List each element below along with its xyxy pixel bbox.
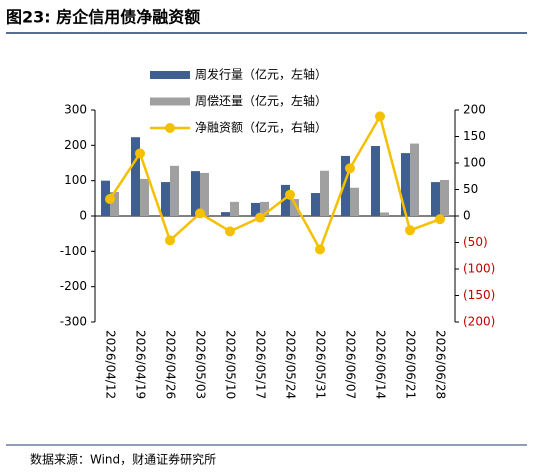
bar (131, 137, 140, 216)
bar (161, 182, 170, 216)
line (108, 113, 441, 253)
point (315, 244, 325, 255)
legend-label: 周发行量（亿元，左轴） (195, 67, 327, 82)
x-tick-label: 2026/05/03 (194, 330, 208, 399)
bar (260, 201, 269, 216)
bar (221, 212, 230, 216)
x-tick-label: 2026/05/10 (224, 330, 238, 399)
legend-label: 净融资额（亿元，右轴） (195, 120, 327, 135)
bar (251, 202, 260, 216)
x-tick-label: 2026/04/19 (134, 330, 148, 399)
y-tick-label: 200 (64, 138, 87, 152)
x-tick-label: 2026/06/21 (404, 330, 418, 399)
legend-swatch (165, 123, 175, 133)
bar (281, 184, 290, 216)
bar (440, 179, 449, 216)
bar (380, 212, 389, 216)
y-tick-label: 0 (79, 209, 87, 223)
point (375, 111, 385, 122)
point (405, 225, 415, 236)
y-tick-label: 300 (64, 103, 87, 117)
y-tick-label: -200 (60, 279, 87, 293)
legend-label: 周偿还量（亿元，左轴） (195, 93, 327, 108)
x-tick-label: 2026/05/24 (284, 330, 298, 399)
y2-tick-label: (50) (463, 235, 488, 249)
bar (431, 182, 440, 216)
x-tick-label: 2026/06/07 (344, 330, 358, 399)
bar (230, 201, 239, 216)
y-tick-label: -300 (60, 315, 87, 329)
point (255, 212, 265, 223)
point (165, 235, 175, 246)
bar (311, 193, 320, 216)
y-tick-label: 100 (64, 173, 87, 187)
bar (140, 178, 149, 216)
bar (341, 155, 350, 216)
x-tick-label: 2026/05/17 (254, 330, 268, 399)
y2-tick-label: 200 (463, 103, 486, 117)
bar (350, 187, 359, 216)
y2-tick-label: 50 (463, 182, 478, 196)
point (435, 214, 445, 225)
x-tick-label: 2026/06/14 (374, 330, 388, 399)
x-tick-label: 2026/04/12 (104, 330, 118, 399)
bar (200, 172, 209, 216)
bar (110, 191, 119, 216)
bar (371, 146, 380, 216)
point (225, 226, 235, 237)
x-tick-label: 2026/05/31 (314, 330, 328, 399)
source: 数据来源：Wind，财通证券研究所 (30, 452, 216, 467)
y2-tick-label: (200) (463, 315, 495, 329)
legend-swatch (150, 71, 190, 79)
y2-tick-label: 150 (463, 129, 486, 143)
y2-tick-label: (100) (463, 262, 495, 276)
bar (191, 171, 200, 216)
point (285, 189, 295, 200)
bar (290, 199, 299, 216)
y2-tick-label: 100 (463, 156, 486, 170)
x-tick-label: 2026/04/26 (164, 330, 178, 399)
legend-swatch (150, 97, 190, 106)
point (135, 148, 145, 159)
point (195, 208, 205, 219)
y2-tick-label: (150) (463, 288, 495, 302)
bar (320, 170, 329, 216)
point (105, 194, 115, 205)
x-tick-label: 2026/06/28 (434, 330, 448, 399)
y-tick-label: -100 (60, 244, 87, 258)
point (345, 163, 355, 174)
chart-title: 图23: 房企信用债净融资额 (6, 8, 200, 27)
bar (170, 165, 179, 216)
bar (410, 143, 419, 216)
bar (401, 153, 410, 216)
y2-tick-label: 0 (463, 209, 471, 223)
